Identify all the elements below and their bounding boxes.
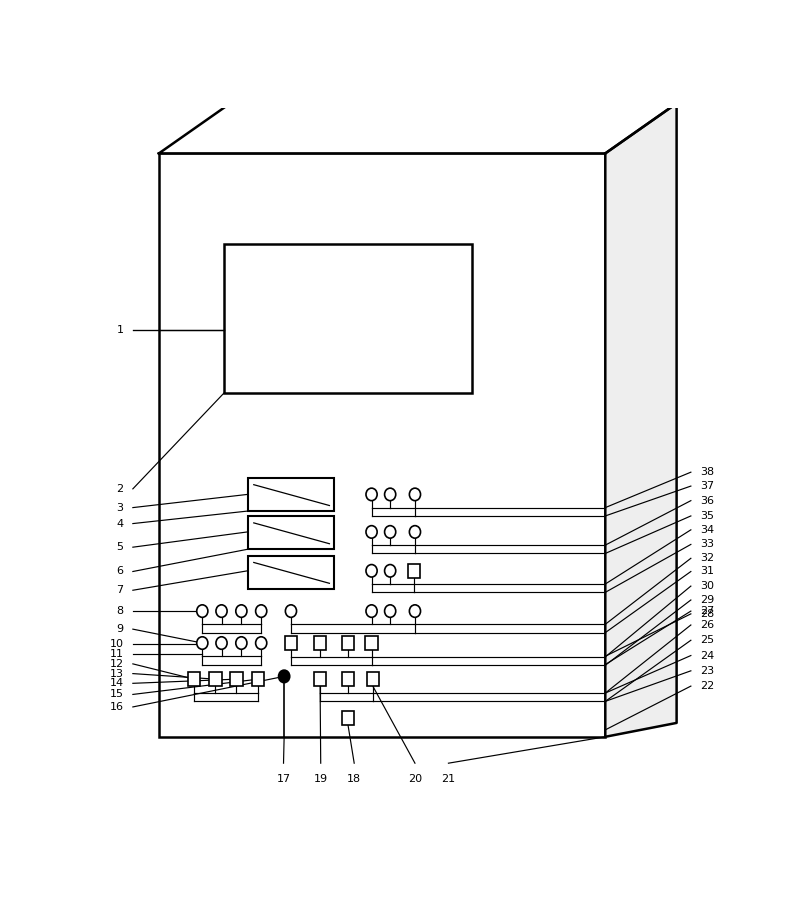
Text: 29: 29: [700, 595, 714, 605]
Text: 22: 22: [700, 681, 714, 691]
Text: 28: 28: [700, 609, 714, 619]
Circle shape: [197, 605, 208, 617]
Circle shape: [366, 605, 377, 617]
Circle shape: [385, 526, 396, 538]
Circle shape: [236, 605, 247, 617]
Text: 19: 19: [314, 774, 328, 784]
FancyBboxPatch shape: [314, 636, 326, 650]
Text: 12: 12: [110, 658, 123, 669]
FancyBboxPatch shape: [252, 672, 264, 686]
Text: 3: 3: [117, 502, 123, 512]
Text: 31: 31: [700, 566, 714, 576]
Circle shape: [385, 488, 396, 501]
FancyBboxPatch shape: [342, 711, 354, 725]
Text: 23: 23: [700, 666, 714, 676]
FancyBboxPatch shape: [188, 672, 201, 686]
Text: 1: 1: [117, 326, 123, 336]
Text: 21: 21: [442, 774, 455, 784]
Circle shape: [197, 637, 208, 649]
Text: 10: 10: [110, 640, 123, 649]
Circle shape: [366, 488, 377, 501]
Text: 18: 18: [347, 774, 362, 784]
Text: 11: 11: [110, 649, 123, 659]
FancyBboxPatch shape: [247, 516, 334, 549]
Text: 14: 14: [110, 678, 123, 688]
FancyBboxPatch shape: [314, 672, 326, 686]
Text: 27: 27: [700, 606, 714, 616]
FancyBboxPatch shape: [342, 672, 354, 686]
Text: 5: 5: [117, 542, 123, 552]
Circle shape: [410, 605, 421, 617]
FancyBboxPatch shape: [247, 556, 334, 589]
Circle shape: [256, 605, 266, 617]
Text: 7: 7: [117, 585, 123, 595]
FancyBboxPatch shape: [209, 672, 222, 686]
Circle shape: [256, 637, 266, 649]
FancyBboxPatch shape: [407, 564, 420, 578]
Text: 9: 9: [117, 624, 123, 634]
Text: 17: 17: [277, 774, 290, 784]
Text: 15: 15: [110, 689, 123, 699]
Circle shape: [216, 605, 227, 617]
Polygon shape: [159, 104, 677, 153]
Polygon shape: [606, 104, 677, 737]
Circle shape: [366, 565, 377, 577]
Text: 4: 4: [117, 519, 123, 529]
Text: 36: 36: [700, 496, 714, 506]
Text: 38: 38: [700, 467, 714, 477]
Text: 33: 33: [700, 539, 714, 549]
Circle shape: [286, 605, 297, 617]
FancyBboxPatch shape: [366, 636, 378, 650]
Text: 32: 32: [700, 553, 714, 564]
Text: 37: 37: [700, 481, 714, 491]
FancyBboxPatch shape: [366, 672, 379, 686]
Text: 20: 20: [408, 774, 422, 784]
FancyBboxPatch shape: [159, 153, 606, 737]
FancyBboxPatch shape: [247, 478, 334, 511]
Circle shape: [385, 605, 396, 617]
FancyBboxPatch shape: [285, 636, 297, 650]
Text: 35: 35: [700, 511, 714, 521]
Circle shape: [410, 526, 421, 538]
Text: 16: 16: [110, 702, 123, 712]
Text: 25: 25: [700, 635, 714, 645]
Text: 13: 13: [110, 668, 123, 678]
Text: 2: 2: [117, 483, 123, 494]
Circle shape: [385, 565, 396, 577]
FancyBboxPatch shape: [224, 244, 472, 393]
Text: 30: 30: [700, 581, 714, 591]
Text: 24: 24: [700, 650, 714, 660]
Text: 34: 34: [700, 525, 714, 535]
Text: 26: 26: [700, 620, 714, 630]
FancyBboxPatch shape: [230, 672, 242, 686]
Circle shape: [278, 670, 290, 683]
Text: 8: 8: [117, 606, 123, 616]
FancyBboxPatch shape: [342, 636, 354, 650]
Circle shape: [236, 637, 247, 649]
Circle shape: [366, 526, 377, 538]
Circle shape: [410, 488, 421, 501]
Circle shape: [216, 637, 227, 649]
Text: 6: 6: [117, 566, 123, 576]
